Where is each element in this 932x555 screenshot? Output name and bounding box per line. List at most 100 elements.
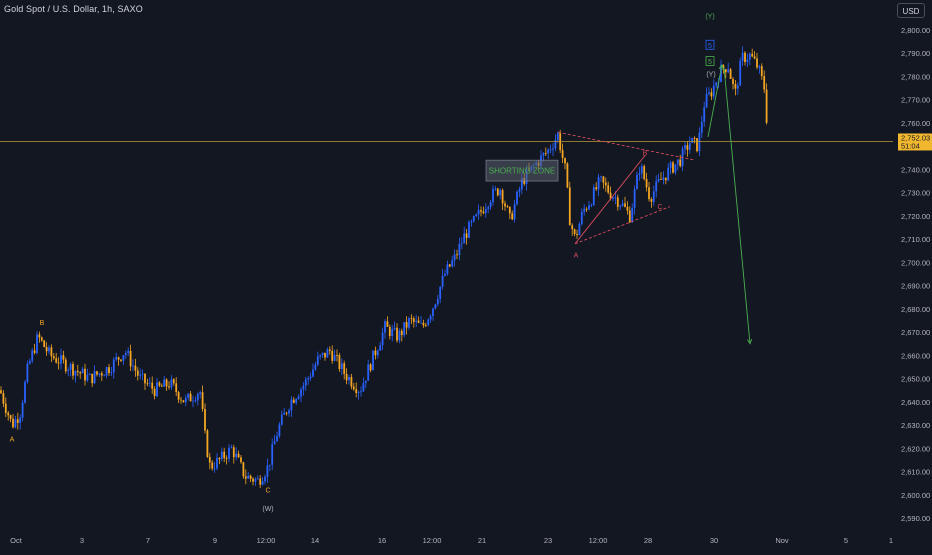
candle-body-274: [657, 179, 660, 182]
candle-body-41: [98, 373, 101, 375]
candle-body-45: [108, 367, 110, 373]
candle-body-2: [4, 403, 7, 413]
candle-body-290: [696, 138, 698, 152]
candle-body-199: [477, 210, 480, 215]
candle-body-22: [52, 356, 55, 359]
time-tick-14: 5: [844, 536, 848, 545]
wave-label-7: (Y): [705, 13, 714, 20]
shorting-zone-label: SHORTING ZONE: [489, 167, 556, 176]
candle-body-26: [62, 355, 65, 360]
candle-body-183: [439, 286, 442, 299]
candle-body-313: [751, 53, 754, 57]
candle-body-208: [499, 190, 502, 196]
price-tick-12: 2,710.00: [901, 235, 930, 244]
candle-body-101: [242, 462, 245, 477]
candle-body-268: [643, 166, 646, 180]
time-axis-bg: [0, 532, 932, 550]
price-tick-10: 2,690.00: [901, 282, 930, 291]
candle-body-310: [744, 52, 746, 62]
wave-label-3: (W): [262, 506, 273, 513]
candle-body-58: [139, 374, 142, 376]
candle-body-188: [451, 260, 454, 267]
candle-body-7: [16, 419, 19, 423]
candle-body-53: [127, 350, 130, 354]
wave-label-0: A: [10, 436, 15, 443]
candle-body-207: [496, 188, 499, 196]
candle-body-17: [40, 337, 43, 341]
price-tick-13: 2,720.00: [901, 212, 930, 221]
candle-body-261: [626, 206, 629, 211]
price-tick-21: 2,800.00: [901, 26, 930, 35]
candle-body-193: [463, 233, 466, 244]
candle-body-229: [549, 149, 552, 151]
candle-body-280: [672, 162, 674, 173]
candle-body-216: [518, 189, 521, 192]
candle-body-256: [614, 197, 617, 199]
candle-body-125: [300, 389, 302, 397]
candle-body-47: [112, 359, 115, 373]
candle-body-206: [494, 188, 497, 190]
candle-body-108: [259, 478, 262, 485]
wave-label-4: A: [574, 253, 579, 260]
candle-body-55: [132, 365, 134, 367]
candle-body-285: [684, 145, 686, 149]
candle-body-262: [628, 210, 631, 223]
candle-body-246: [590, 204, 593, 206]
candle-body-289: [693, 137, 696, 139]
candle-body-236: [566, 163, 569, 188]
candle-body-239: [573, 229, 576, 235]
candle-body-6: [14, 419, 17, 428]
price-tick-8: 2,670.00: [901, 328, 930, 337]
candle-body-175: [420, 322, 422, 324]
candle-body-197: [472, 216, 475, 222]
candle-body-153: [367, 364, 370, 381]
candle-body-181: [434, 304, 437, 309]
candle-body-107: [256, 478, 259, 480]
candle-body-10: [24, 381, 26, 403]
currency-button[interactable]: USD: [897, 3, 925, 18]
triangle-inner-line: [574, 155, 646, 245]
candle-body-248: [595, 187, 598, 190]
candle-body-76: [182, 400, 185, 403]
triangle-lower-line: [574, 206, 671, 245]
candle-body-214: [513, 204, 516, 220]
candle-body-286: [686, 145, 689, 150]
candle-body-227: [544, 153, 547, 154]
candle-body-318: [763, 76, 766, 90]
candle-body-121: [290, 399, 293, 411]
candle-body-34: [81, 368, 84, 374]
price-tick-9: 2,680.00: [901, 305, 930, 314]
time-tick-13: Nov: [775, 536, 789, 545]
candle-body-135: [324, 352, 326, 358]
candle-body-96: [230, 447, 233, 449]
candle-body-314: [753, 56, 756, 59]
candle-body-300: [720, 65, 722, 82]
price-tick-2: 2,610.00: [901, 468, 930, 477]
candle-body-138: [331, 350, 334, 361]
candle-body-165: [396, 327, 398, 341]
candle-body-302: [724, 69, 727, 73]
candle-body-115: [276, 436, 278, 442]
candle-body-129: [309, 376, 312, 378]
candle-body-189: [453, 254, 456, 261]
candle-body-87: [208, 456, 211, 463]
time-tick-3: 9: [213, 536, 217, 545]
candle-body-281: [674, 164, 677, 173]
candle-body-164: [393, 327, 396, 329]
candle-body-39: [93, 371, 96, 384]
candle-body-146: [350, 377, 353, 387]
candle-body-116: [278, 424, 281, 437]
candle-body-69: [165, 379, 168, 387]
candle-body-198: [475, 214, 478, 217]
candle-body-264: [633, 189, 636, 209]
candle-body-98: [235, 453, 238, 458]
candle-body-297: [712, 85, 715, 97]
candle-body-205: [492, 188, 494, 203]
candle-body-191: [458, 243, 461, 256]
price-tick-0: 2,590.00: [901, 514, 930, 523]
candle-body-72: [172, 379, 175, 384]
candle-body-237: [568, 187, 571, 226]
candle-body-204: [489, 202, 492, 208]
